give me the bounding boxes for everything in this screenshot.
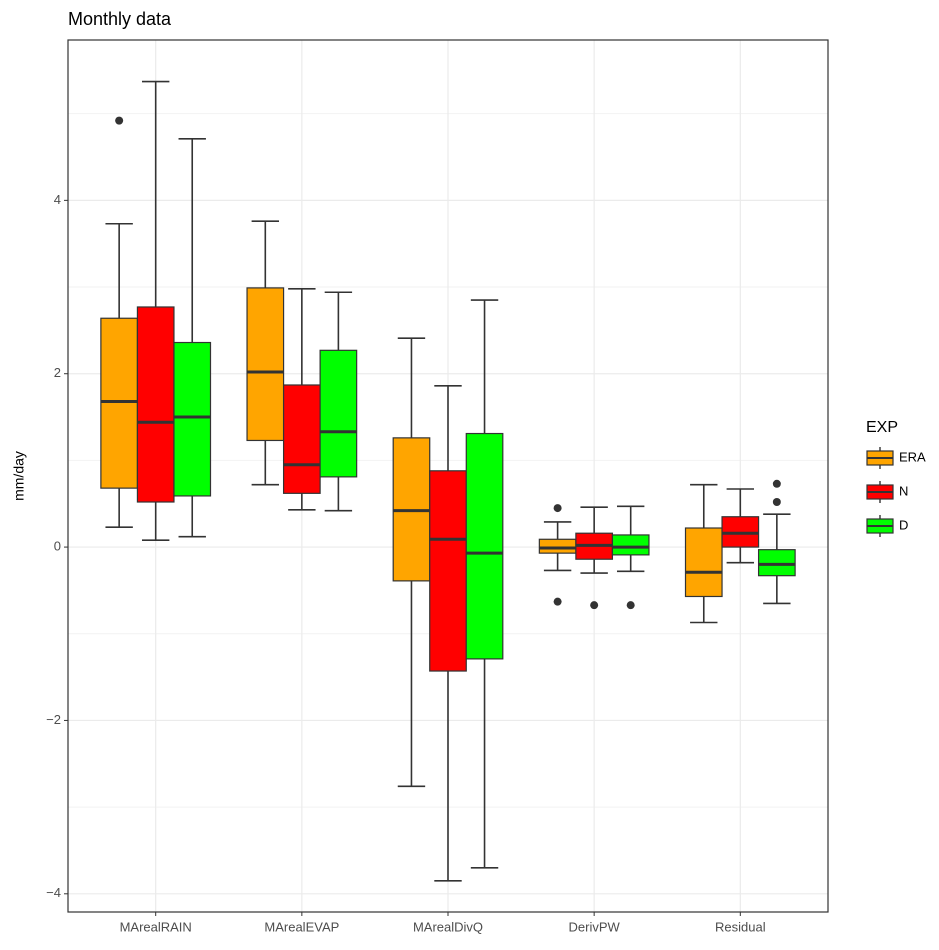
x-tick-label: Residual: [715, 919, 766, 934]
legend-title: EXP: [866, 419, 898, 436]
outlier: [772, 498, 781, 507]
outlier: [626, 601, 635, 610]
box: [246, 287, 285, 442]
box: [429, 470, 467, 672]
y-axis-label: mm/day: [11, 451, 27, 501]
box: [465, 432, 504, 660]
y-tick-label: 2: [54, 365, 61, 380]
outlier: [590, 601, 599, 610]
box: [611, 534, 650, 556]
box: [173, 341, 212, 497]
y-tick-label: −4: [46, 885, 61, 900]
legend-label: D: [899, 517, 908, 532]
y-tick-label: 4: [54, 192, 61, 207]
box: [757, 549, 796, 577]
box: [136, 306, 175, 503]
x-tick-label: MArealEVAP: [264, 919, 339, 934]
box: [282, 384, 321, 494]
outlier: [553, 597, 562, 606]
box: [319, 349, 358, 478]
x-tick-label: DerivPW: [569, 919, 621, 934]
panel-border: [67, 39, 829, 913]
outlier: [115, 116, 124, 125]
box: [100, 317, 139, 489]
y-tick-label: −2: [46, 712, 61, 727]
x-tick-label: MArealDivQ: [413, 919, 483, 934]
outlier: [553, 504, 562, 513]
box: [538, 538, 577, 554]
box: [684, 527, 723, 598]
chart-title: Monthly data: [68, 9, 172, 29]
outlier: [772, 479, 781, 488]
legend-label: N: [899, 483, 908, 498]
y-tick-label: 0: [54, 539, 61, 554]
legend-label: ERA: [899, 449, 926, 464]
x-tick-label: MArealRAIN: [120, 919, 192, 934]
